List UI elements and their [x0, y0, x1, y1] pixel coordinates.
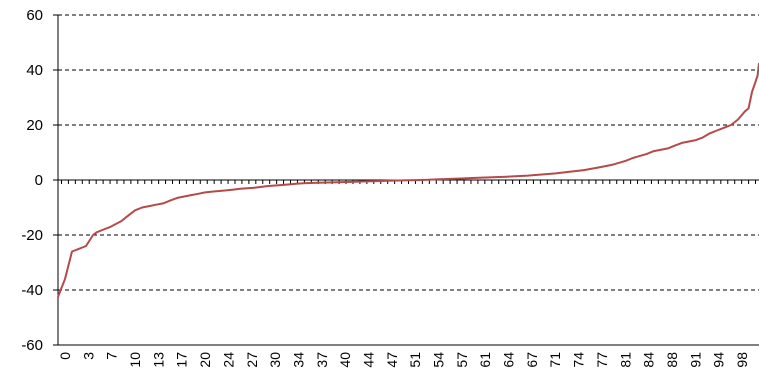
y-tick-label: 40	[26, 62, 43, 79]
x-tick-label: 10	[127, 352, 143, 368]
x-tick-label: 64	[501, 352, 517, 368]
y-tick-label: 0	[35, 172, 43, 189]
y-tick-label: 20	[26, 117, 43, 134]
x-tick-label: 3	[80, 352, 96, 360]
x-tick-label: 91	[687, 352, 703, 368]
x-tick-label: 44	[360, 352, 376, 368]
y-tick-label: -40	[21, 282, 43, 299]
series-line	[57, 62, 759, 298]
x-tick-label: 30	[267, 352, 283, 368]
x-tick-label: 13	[150, 352, 166, 368]
y-tick-label: -20	[21, 227, 43, 244]
y-tick-label: -60	[21, 337, 43, 354]
x-tick-label: 88	[664, 352, 680, 368]
x-tick-label: 40	[337, 352, 353, 368]
x-tick-label: 54	[431, 352, 447, 368]
x-tick-label: 84	[641, 352, 657, 368]
x-tick-label: 71	[547, 352, 563, 368]
y-tick-label: 60	[26, 7, 43, 24]
x-tick-label: 61	[477, 352, 493, 368]
x-tick-label: 98	[734, 352, 750, 368]
x-tick-label: 37	[314, 352, 330, 368]
x-tick-label: 0	[57, 352, 73, 360]
x-tick-label: 67	[524, 352, 540, 368]
x-tick-label: 17	[174, 352, 190, 368]
x-tick-label: 34	[290, 352, 306, 368]
x-tick-label: 7	[104, 352, 120, 360]
x-tick-label: 94	[711, 352, 727, 368]
x-tick-label: 51	[407, 352, 423, 368]
x-tick-label: 24	[220, 352, 236, 368]
x-tick-label: 77	[594, 352, 610, 368]
x-tick-label: 47	[384, 352, 400, 368]
x-tick-label: 57	[454, 352, 470, 368]
x-tick-label: 20	[197, 352, 213, 368]
x-tick-label: 81	[617, 352, 633, 368]
x-tick-label: 74	[571, 352, 587, 368]
x-tick-label: 27	[244, 352, 260, 368]
